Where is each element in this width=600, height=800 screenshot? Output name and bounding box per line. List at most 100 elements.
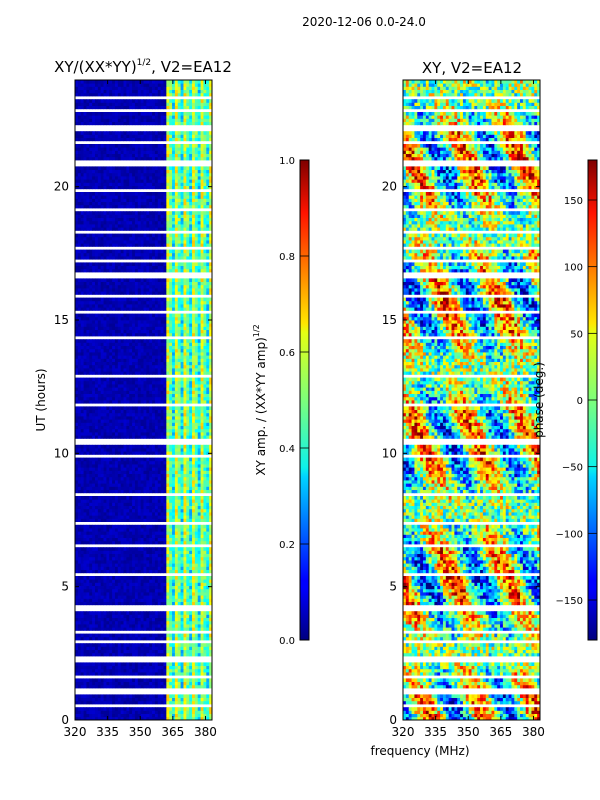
amp-cell	[114, 467, 119, 471]
amp-cell	[166, 483, 170, 487]
amp-cell	[183, 672, 187, 676]
amp-cell	[166, 700, 170, 705]
amp-cell	[146, 451, 150, 455]
amp-cell	[174, 326, 179, 330]
amp-cell	[132, 716, 136, 721]
amp-cell	[166, 489, 170, 494]
amp-cell	[152, 595, 156, 599]
amp-cell	[189, 585, 193, 590]
amp-cell	[126, 416, 130, 420]
amp-cell	[177, 716, 182, 721]
amp-cell	[160, 480, 164, 484]
amp-cell	[172, 412, 176, 417]
amp-cell	[97, 470, 102, 474]
amp-cell	[83, 460, 87, 465]
amp-cell	[83, 457, 87, 462]
amp-cell	[186, 563, 190, 567]
amp-cell	[192, 588, 196, 593]
amp-cell	[132, 582, 136, 586]
amp-cell	[86, 598, 90, 602]
amp-cell	[109, 566, 113, 570]
amp-cell	[134, 464, 139, 468]
amp-cell	[166, 620, 170, 625]
amp-cell	[200, 387, 204, 391]
amp-cell	[77, 416, 82, 420]
amp-cell	[172, 505, 176, 510]
amp-cell	[75, 700, 79, 705]
amp-cell	[177, 627, 182, 631]
amp-cell	[100, 387, 104, 391]
amp-cell	[97, 451, 102, 455]
amp-cell	[189, 448, 193, 452]
amp-cell	[177, 588, 182, 593]
amp-cell	[109, 406, 113, 410]
amp-cell	[209, 710, 213, 714]
amp-cell	[203, 451, 207, 455]
amp-cell	[106, 652, 110, 657]
amp-cell	[152, 323, 156, 327]
amp-cell	[169, 620, 173, 625]
amp-cell	[149, 515, 153, 519]
amp-cell	[109, 390, 113, 394]
amp-cell	[174, 588, 179, 593]
amp-cell	[160, 326, 164, 330]
amp-cell	[83, 649, 87, 654]
amp-cell	[134, 598, 139, 602]
amp-cell	[206, 643, 210, 647]
amp-cell	[112, 716, 116, 721]
amp-cell	[83, 371, 87, 375]
amp-cell	[123, 329, 127, 334]
amp-cell	[183, 560, 187, 564]
amp-cell	[123, 422, 127, 426]
amp-cell	[157, 540, 162, 545]
amp-cell	[120, 483, 124, 487]
amp-cell	[120, 480, 124, 484]
amp-cell	[83, 384, 87, 388]
amp-cell	[172, 700, 176, 705]
amp-cell	[123, 348, 127, 353]
amp-cell	[177, 684, 182, 689]
amp-cell	[89, 716, 93, 721]
amp-cell	[106, 384, 110, 388]
amp-cell	[157, 470, 162, 474]
amp-cell	[129, 694, 133, 698]
amp-cell	[183, 614, 187, 618]
amp-cell	[112, 419, 116, 423]
amp-cell	[183, 419, 187, 423]
amp-cell	[126, 528, 130, 532]
amp-cell	[77, 582, 82, 586]
amp-cell	[146, 611, 150, 615]
amp-cell	[206, 384, 210, 388]
amp-cell	[192, 428, 196, 433]
amp-cell	[97, 601, 102, 606]
amp-cell	[92, 339, 96, 343]
amp-cell	[183, 633, 187, 638]
amp-cell	[123, 665, 127, 670]
amp-cell	[206, 358, 210, 362]
amp-cell	[183, 713, 187, 718]
amp-cell	[163, 662, 167, 666]
amp-cell	[126, 476, 130, 481]
amp-cell	[126, 547, 130, 551]
amp-cell	[109, 710, 113, 714]
amp-cell	[209, 390, 213, 394]
amp-cell	[123, 448, 127, 452]
amp-cell	[203, 460, 207, 465]
amp-cell	[209, 435, 213, 439]
amp-cell	[206, 633, 210, 638]
amp-cell	[126, 412, 130, 417]
amp-cell	[109, 620, 113, 625]
amp-cell	[132, 496, 136, 500]
amp-cell	[192, 681, 196, 686]
amp-cell	[146, 352, 150, 356]
amp-cell	[86, 700, 90, 705]
amp-cell	[160, 624, 164, 628]
amp-cell	[83, 694, 87, 698]
amp-cell	[152, 649, 156, 654]
amp-cell	[183, 620, 187, 625]
amp-cell	[200, 636, 204, 641]
amp-cell	[160, 620, 164, 625]
amp-cell	[103, 550, 107, 554]
amp-cell	[117, 332, 122, 337]
amp-cell	[126, 566, 130, 570]
